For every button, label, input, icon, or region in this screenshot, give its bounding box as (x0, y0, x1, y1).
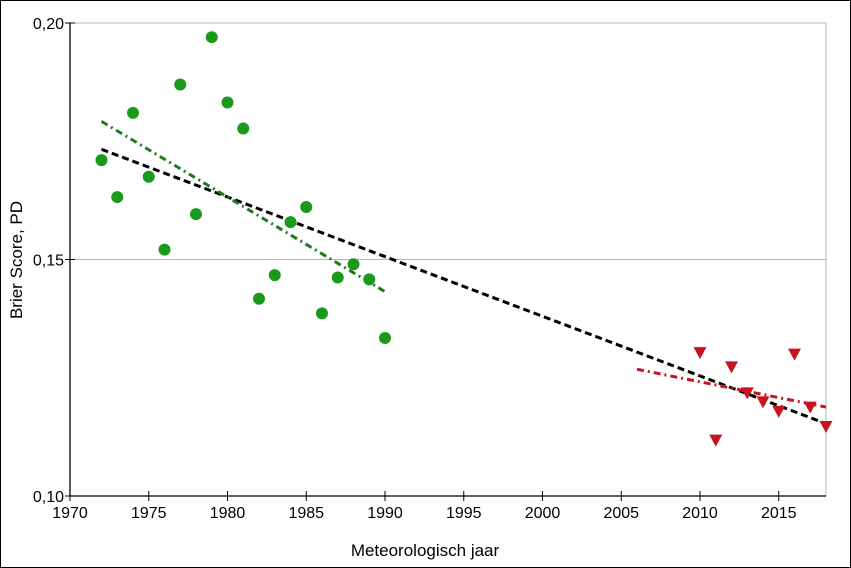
tick-labels: 1970 1975 1980 1985 1990 1995 2000 2005 2010 2015… (33, 16, 797, 522)
data-point (142, 170, 155, 183)
data-point (284, 216, 297, 229)
data-point (111, 191, 124, 204)
trendline (100, 147, 827, 426)
y-tick-label: 0,15 (33, 253, 64, 270)
x-tick-label: 1995 (446, 505, 482, 522)
x-tick-label: 1990 (367, 505, 403, 522)
data-point (158, 243, 171, 256)
data-point (725, 361, 738, 374)
data-point (127, 106, 139, 119)
data-point (788, 348, 801, 361)
data-point (803, 401, 817, 414)
trendline (100, 120, 386, 293)
y-axis-label: Brier Score, PD (7, 201, 26, 319)
x-tick-label: 1980 (210, 505, 246, 522)
grid-lines (70, 22, 826, 260)
x-tick-label: 2010 (682, 505, 718, 522)
data-points (95, 31, 833, 447)
data-point (268, 269, 281, 282)
y-tick-label: 0,10 (33, 489, 64, 506)
data-point (693, 347, 707, 360)
x-tick-label: 1975 (131, 505, 167, 522)
data-point (205, 31, 218, 44)
x-tick-label: 2015 (761, 505, 797, 522)
data-point (363, 273, 376, 286)
x-tick-label: 2005 (603, 505, 639, 522)
axes (65, 22, 826, 501)
data-point (756, 396, 770, 409)
data-point (331, 271, 344, 284)
data-point (709, 434, 723, 447)
data-point (772, 405, 786, 418)
data-point (174, 78, 187, 91)
data-point (253, 292, 265, 305)
trendlines (100, 120, 827, 426)
data-point (300, 200, 313, 213)
x-tick-label: 1985 (288, 505, 324, 522)
data-point (237, 122, 250, 135)
data-point (379, 332, 391, 345)
data-point (819, 420, 833, 433)
x-tick-label: 2000 (525, 505, 561, 522)
data-point (95, 154, 108, 167)
data-point (221, 96, 234, 109)
x-axis-label: Meteorologisch jaar (351, 541, 500, 560)
y-tick-label: 0,20 (33, 16, 64, 33)
data-point (347, 258, 360, 271)
data-point (740, 387, 754, 400)
trendline (636, 367, 827, 409)
data-point (190, 208, 202, 221)
data-point (316, 307, 328, 320)
x-tick-label: 1970 (52, 505, 88, 522)
